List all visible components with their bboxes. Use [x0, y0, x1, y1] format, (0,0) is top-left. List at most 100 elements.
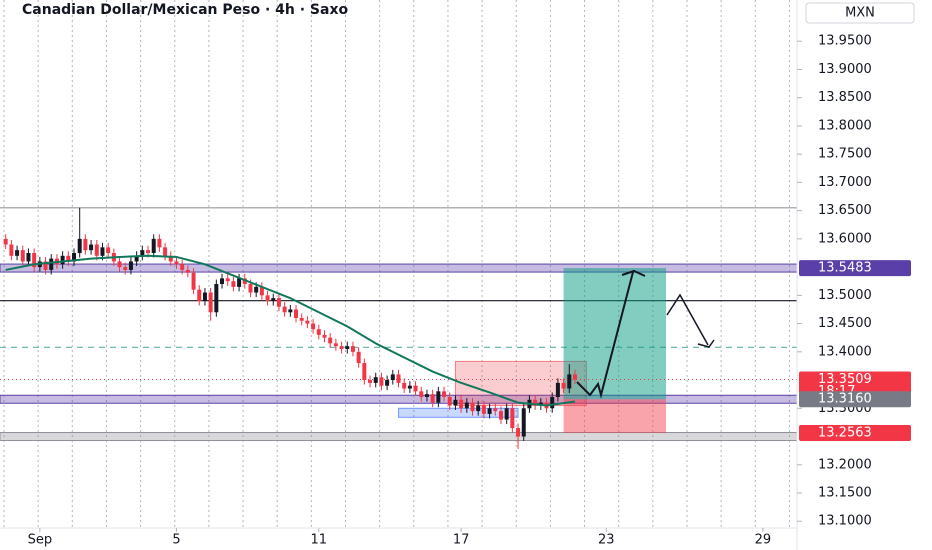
candle-body: [117, 261, 122, 268]
y-tick-label: 13.4500: [818, 316, 872, 331]
x-tick-label: 5: [172, 533, 180, 548]
candle-body: [407, 385, 412, 389]
y-tick-label: 13.1000: [818, 514, 872, 529]
candle-body: [498, 411, 503, 420]
candle-body: [470, 402, 475, 412]
candle-body: [83, 238, 88, 251]
candle-body: [550, 396, 555, 409]
candle-body: [89, 244, 94, 251]
level-band: [0, 394, 798, 404]
drawn-arrow: [666, 293, 715, 348]
candle-body: [356, 351, 361, 364]
y-tick-label: 13.2000: [818, 457, 872, 472]
candle-body: [168, 255, 173, 262]
candle-body: [180, 264, 185, 270]
candle-body: [464, 402, 469, 409]
candle-body: [316, 329, 321, 335]
candle-body: [333, 343, 338, 347]
y-tick-label: 13.7500: [818, 147, 872, 162]
candle-body: [442, 391, 447, 397]
candle-body: [288, 309, 293, 313]
drawn-arrow: [576, 269, 646, 399]
price-label-box: [799, 424, 911, 441]
candle-body: [197, 289, 202, 301]
y-tick-label: 13.1500: [818, 485, 872, 500]
candle-body: [259, 286, 264, 296]
candle-body: [157, 238, 162, 248]
candle-body: [202, 292, 207, 301]
candle-body: [510, 408, 515, 429]
candle-body: [424, 394, 429, 397]
candle-body: [521, 408, 526, 437]
candle-body: [339, 346, 344, 349]
candle-body: [362, 363, 367, 381]
candle-body: [345, 346, 350, 349]
candle-body: [430, 394, 435, 403]
candle-body: [436, 391, 441, 403]
candle-body: [322, 334, 327, 338]
candle-body: [402, 382, 407, 389]
candle-body: [43, 261, 48, 270]
chart-title: Canadian Dollar/Mexican Peso · 4h · Saxo: [22, 2, 348, 18]
price-label: 13.3509: [818, 372, 872, 387]
candle-body: [368, 380, 373, 383]
candle-body: [72, 252, 77, 262]
currency-box[interactable]: [805, 2, 915, 24]
candle-body: [128, 261, 133, 270]
candle-body: [140, 250, 145, 256]
candle-body: [100, 247, 105, 256]
candle-body: [49, 258, 54, 270]
x-tick-label: Sep: [28, 533, 53, 548]
candle-body: [242, 278, 247, 285]
candle-body: [225, 278, 230, 282]
candle-body: [385, 380, 390, 386]
candle-body: [453, 399, 458, 406]
y-tick-label: 13.6500: [818, 203, 872, 218]
candle-body: [106, 247, 111, 253]
candle-body: [379, 377, 384, 386]
y-tick-label: 13.5000: [818, 288, 872, 303]
candle-body: [328, 337, 333, 344]
price-label-box: [799, 260, 911, 277]
candle-body: [282, 306, 287, 313]
moving-average: [5, 254, 576, 407]
level-band: [0, 432, 798, 442]
candle-body: [94, 244, 99, 256]
candle-body: [299, 317, 304, 321]
candle-body: [459, 399, 464, 409]
session-separators: [3, 0, 790, 528]
y-tick-label: 13.8500: [818, 90, 872, 105]
candle-body: [561, 382, 566, 389]
position-profit: [563, 268, 667, 400]
candle-body: [504, 408, 509, 420]
candle-body: [476, 405, 481, 412]
candle-body: [533, 399, 538, 406]
candle-body: [271, 298, 276, 301]
candle-body: [191, 272, 196, 290]
candle-body: [32, 252, 37, 268]
candle-body: [447, 396, 452, 406]
x-tick-label: 11: [311, 533, 328, 548]
candle-body: [214, 284, 219, 313]
candle-body: [174, 261, 179, 265]
x-tick-label: 17: [453, 533, 470, 548]
price-label-box: [799, 391, 911, 408]
plot-area: [0, 207, 798, 449]
candle-body: [487, 408, 492, 414]
candle-body: [3, 238, 8, 245]
candle-body: [237, 278, 242, 287]
candle-body: [516, 428, 521, 437]
candle-body: [276, 298, 281, 307]
zone: [398, 407, 519, 418]
candle-body: [396, 374, 401, 383]
candle-body: [123, 267, 128, 270]
candle-body: [185, 269, 190, 273]
candle-body: [481, 405, 486, 414]
y-tick-label: 13.9000: [818, 62, 872, 77]
candle-body: [20, 250, 25, 262]
candle-body: [220, 278, 225, 285]
candle-body: [555, 382, 560, 397]
y-tick-label: 13.8000: [818, 118, 872, 133]
